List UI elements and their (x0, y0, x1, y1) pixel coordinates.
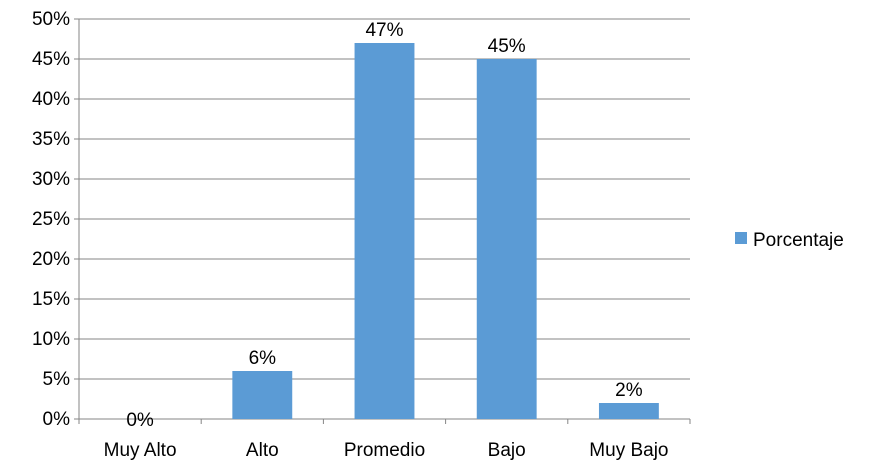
y-tick-label: 50% (32, 9, 70, 30)
y-tick-label: 15% (32, 289, 70, 310)
data-label: 45% (488, 36, 526, 57)
y-tick-label: 5% (43, 369, 71, 390)
bars (232, 43, 659, 419)
data-labels: 0% 6% 47% 45% 2% (126, 20, 642, 431)
data-label: 0% (126, 410, 154, 431)
y-tick-label: 40% (32, 89, 70, 110)
x-tick-label: Alto (246, 440, 279, 461)
y-tick-label: 25% (32, 209, 70, 230)
legend: Porcentaje (735, 230, 844, 251)
data-label: 6% (249, 348, 277, 369)
bar (354, 43, 415, 419)
y-tick-label: 30% (32, 169, 70, 190)
y-tick-label: 0% (43, 409, 71, 430)
data-label: 47% (365, 20, 403, 41)
y-tick-label: 45% (32, 49, 70, 70)
x-tick-label: Muy Alto (104, 440, 177, 461)
bar (232, 371, 293, 419)
x-tick-label: Muy Bajo (589, 440, 668, 461)
x-tick-label: Bajo (488, 440, 526, 461)
bar (476, 59, 537, 419)
y-tick-label: 10% (32, 329, 70, 350)
x-tick-label: Promedio (344, 440, 425, 461)
data-label: 2% (615, 380, 643, 401)
y-tick-label: 35% (32, 129, 70, 150)
bar (598, 403, 659, 419)
legend-swatch (735, 232, 747, 244)
y-tick-label: 20% (32, 249, 70, 270)
legend-label-porcentaje: Porcentaje (753, 230, 844, 251)
